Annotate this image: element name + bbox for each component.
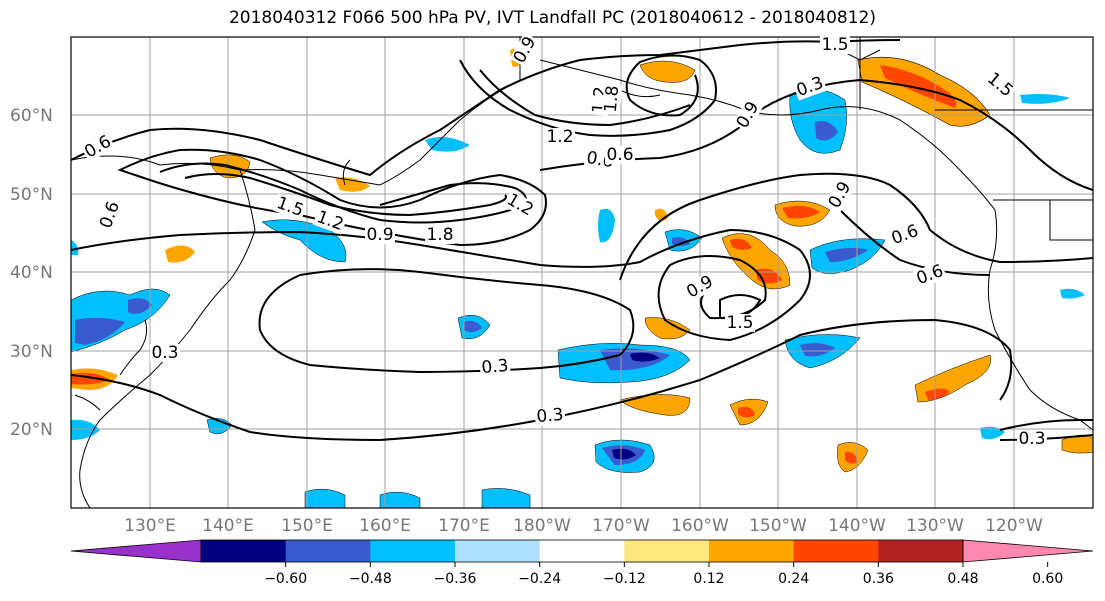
colorbar-segment	[370, 540, 456, 562]
contour-label: 1.2	[546, 127, 573, 147]
longitude-labels: 130°E 140°E 150°E 160°E 170°E 180°W 170°…	[124, 516, 1043, 536]
map-border	[70, 36, 1094, 509]
colorbar-tick-label: −0.36	[434, 571, 477, 587]
pv-contours	[71, 39, 1093, 442]
contour-label-bg	[820, 36, 850, 54]
contour-label-bg	[982, 68, 1018, 102]
colorbar-tick-label: 0.12	[693, 571, 724, 587]
contour-labels: 0.60.60.60.30.30.30.30.90.90.91.21.21.51…	[80, 32, 1047, 449]
colorbar-tick-label: −0.48	[349, 571, 392, 587]
lon-label: 170°W	[592, 516, 650, 536]
colorbar-segment	[455, 540, 541, 562]
anomaly-shading	[71, 48, 1093, 508]
contour-label-bg	[534, 405, 566, 427]
lon-label: 120°W	[985, 516, 1043, 536]
contour-label-bg	[502, 189, 538, 221]
contour-label-bg	[365, 226, 395, 244]
lat-label-50n: 50°N	[10, 185, 53, 205]
contour-label-bg	[312, 207, 348, 235]
contour-label-bg	[80, 131, 116, 163]
contour-label-bg	[912, 261, 948, 289]
contour-label: 1.5	[821, 35, 848, 55]
contour-label-bg	[887, 221, 923, 249]
latitude-labels: 60°N 50°N 40°N 30°N 20°N	[10, 106, 53, 440]
contour-label-bg	[272, 193, 308, 221]
lon-label: 150°W	[749, 516, 807, 536]
contour-label: 1.5	[726, 313, 753, 333]
colorbar-ticks: −0.60 −0.48 −0.36 −0.24 −0.12 0.12 0.24 0.36 0.4…	[264, 562, 1063, 587]
colorbar-tick-label: −0.12	[603, 571, 646, 587]
lon-label: 180°W	[513, 516, 571, 536]
contour-label-bg	[732, 97, 764, 133]
colorbar-segments	[70, 539, 1094, 563]
colorbar-segment	[201, 540, 287, 562]
lat-label-20n: 20°N	[10, 420, 53, 440]
colorbar-segment	[709, 540, 795, 562]
contour-label-bg	[150, 344, 180, 362]
contour-label-bg	[792, 73, 828, 101]
colorbar-tick-label: −0.24	[518, 571, 561, 587]
colorbar-segment	[285, 540, 371, 562]
lat-label-30n: 30°N	[10, 342, 53, 362]
contour-label: 0.9	[366, 225, 393, 245]
colorbar-extend-max	[962, 539, 1094, 563]
colorbar-segment	[878, 540, 964, 562]
contour-label: 1.8	[601, 85, 623, 114]
contour-label-bg	[509, 32, 541, 68]
contour-label-bg	[425, 226, 455, 244]
contour-label: 0.6	[606, 145, 633, 165]
contour-label-bg	[824, 177, 856, 213]
colorbar-segment	[624, 540, 710, 562]
contour-label-bg	[1017, 430, 1047, 448]
lat-label-60n: 60°N	[10, 106, 53, 126]
lat-label-40n: 40°N	[10, 263, 53, 283]
contour-label: 0.3	[481, 356, 510, 378]
contour-label: 0.3	[536, 405, 565, 427]
contour-label-bg	[601, 83, 623, 115]
contour-label-bg	[605, 146, 635, 164]
colorbar-tick-label: 0.36	[863, 571, 894, 587]
contour-label-bg	[96, 197, 124, 233]
contour-label: 0.3	[151, 343, 178, 363]
colorbar-segment	[793, 540, 879, 562]
colorbar-outline	[200, 539, 964, 563]
contour-label: 0.3	[1018, 429, 1045, 449]
lon-label: 170°E	[438, 516, 490, 536]
colorbar-tick-label: 0.48	[947, 571, 978, 587]
colorbar-tick-label: 0.24	[778, 571, 809, 587]
colorbar-tick-label: 0.60	[1032, 571, 1063, 587]
lon-label: 140°W	[828, 516, 886, 536]
map-title: 2018040312 F066 500 hPa PV, IVT Landfall…	[228, 8, 876, 28]
contour-label-bg	[682, 271, 718, 303]
lon-label: 160°E	[359, 516, 411, 536]
colorbar: −0.60 −0.48 −0.36 −0.24 −0.12 0.12 0.24 0.36 0.4…	[70, 539, 1094, 587]
lon-label: 130°E	[124, 516, 176, 536]
contour-label: 1.8	[426, 225, 453, 245]
contour-label-bg	[725, 314, 755, 332]
colorbar-tick-label: −0.60	[264, 571, 307, 587]
colorbar-segment	[539, 540, 625, 562]
contour-label-bg	[479, 356, 511, 378]
lon-label: 130°W	[906, 516, 964, 536]
lon-label: 160°W	[671, 516, 729, 536]
lon-label: 150°E	[281, 516, 333, 536]
lon-label: 140°E	[202, 516, 254, 536]
contour-label-bg	[545, 128, 575, 146]
colorbar-extend-min	[70, 539, 202, 563]
